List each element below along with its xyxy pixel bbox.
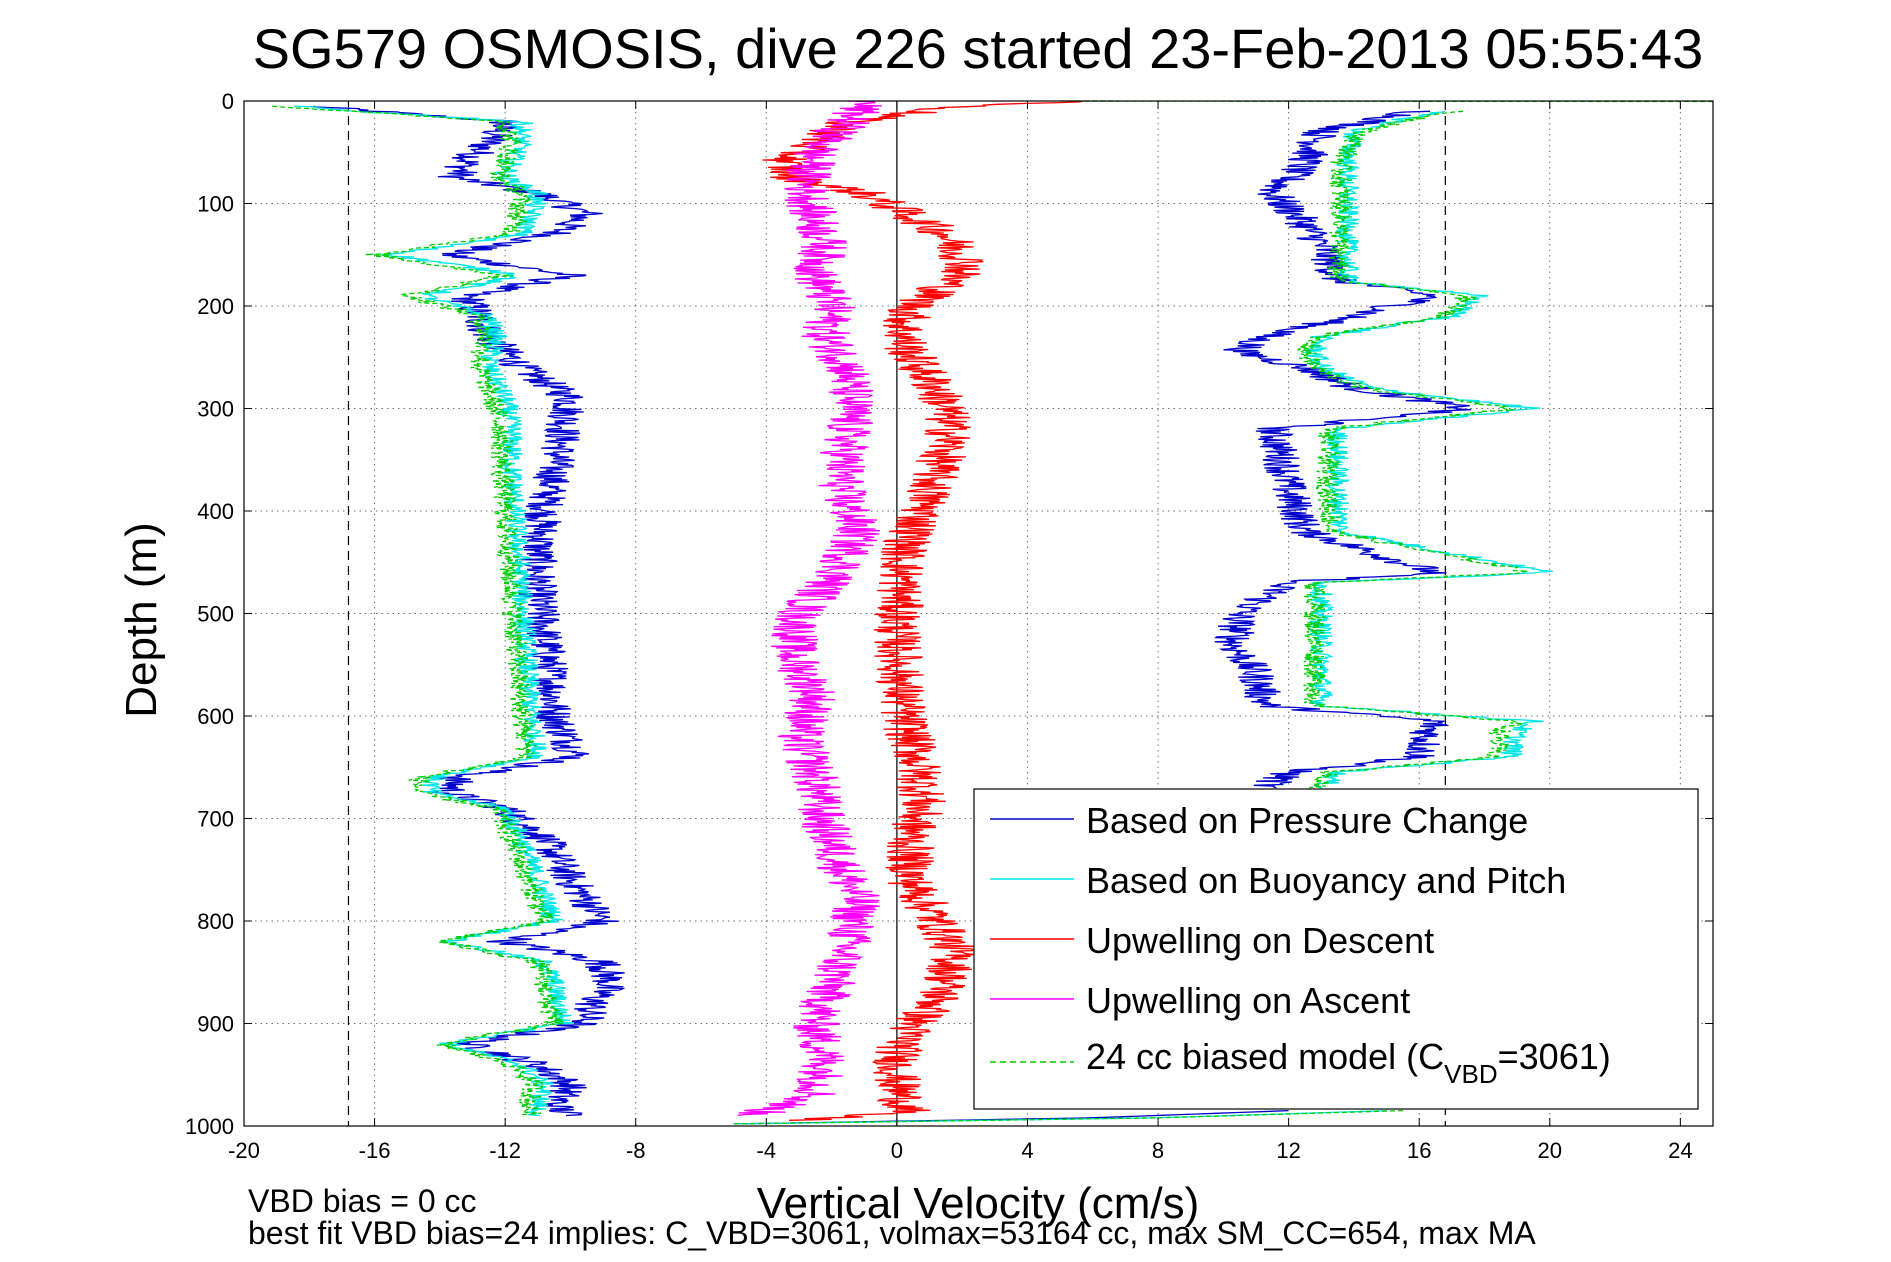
series-line-model [733,1109,1403,1125]
y-tick-label: 300 [197,397,234,422]
footnote-best-fit: best fit VBD bias=24 implies: C_VBD=3061… [248,1215,1536,1251]
x-tick-label: 4 [1021,1138,1033,1163]
x-tick-label: 12 [1276,1138,1300,1163]
series-line-ascent [737,100,882,1116]
y-tick-label: 600 [197,704,234,729]
legend-label-buoyancy: Based on Buoyancy and Pitch [1086,860,1566,901]
x-tick-label: 20 [1538,1138,1562,1163]
series-line-pressure [733,1109,1289,1125]
x-tick-label: 0 [891,1138,903,1163]
x-tick-label: 24 [1668,1138,1692,1163]
y-tick-label: 500 [197,602,234,627]
x-axis-label: Vertical Velocity (cm/s) [757,1179,1200,1228]
series-line-model [1297,110,1528,789]
x-tick-label: -16 [359,1138,391,1163]
y-tick-label: 900 [197,1012,234,1037]
x-axis-ticks: -20 -16 -12 -8 -4 0 4 8 12 16 20 24 [228,101,1693,1163]
y-tick-label: 400 [197,499,234,524]
x-tick-label: -20 [228,1138,260,1163]
legend-label-pressure: Based on Pressure Change [1086,800,1528,841]
x-tick-label: -8 [626,1138,646,1163]
legend-label-model-main: 24 cc biased model (C [1086,1036,1444,1077]
y-tick-label: 700 [197,807,234,832]
chart-title: SG579 OSMOSIS, dive 226 started 23-Feb-2… [253,17,1704,80]
x-tick-label: -4 [757,1138,777,1163]
y-axis-label: Depth (m) [117,522,166,718]
legend-label-model: 24 cc biased model (CVBD=3061) [1086,1036,1611,1089]
legend-label-ascent: Upwelling on Ascent [1086,980,1410,1021]
legend-label-model-tail: =3061) [1498,1036,1611,1077]
series-line-buoyancy [1302,110,1553,789]
x-tick-label: 16 [1407,1138,1431,1163]
y-tick-label: 0 [222,89,234,114]
legend-box [973,788,1699,1110]
y-axis-ticks: 0 100 200 300 400 500 600 700 800 900 1000 [185,89,1713,1139]
grid [243,100,1713,1127]
series-line-pressure [311,105,626,1117]
series-line-buoyancy [293,105,575,1117]
series-line-model [272,105,564,1116]
series-line-pressure [1214,110,1472,789]
y-tick-label: 200 [197,294,234,319]
x-tick-label: -12 [489,1138,521,1163]
footnote-vbd-bias: VBD bias = 0 cc [248,1183,477,1219]
y-tick-label: 800 [197,909,234,934]
legend: Based on Pressure Change Based on Buoyan… [973,788,1699,1110]
y-tick-label: 100 [197,192,234,217]
x-tick-label: 8 [1152,1138,1164,1163]
legend-label-descent: Upwelling on Descent [1086,920,1434,961]
y-tick-label: 1000 [185,1114,234,1139]
legend-label-model-sub: VBD [1444,1059,1497,1089]
